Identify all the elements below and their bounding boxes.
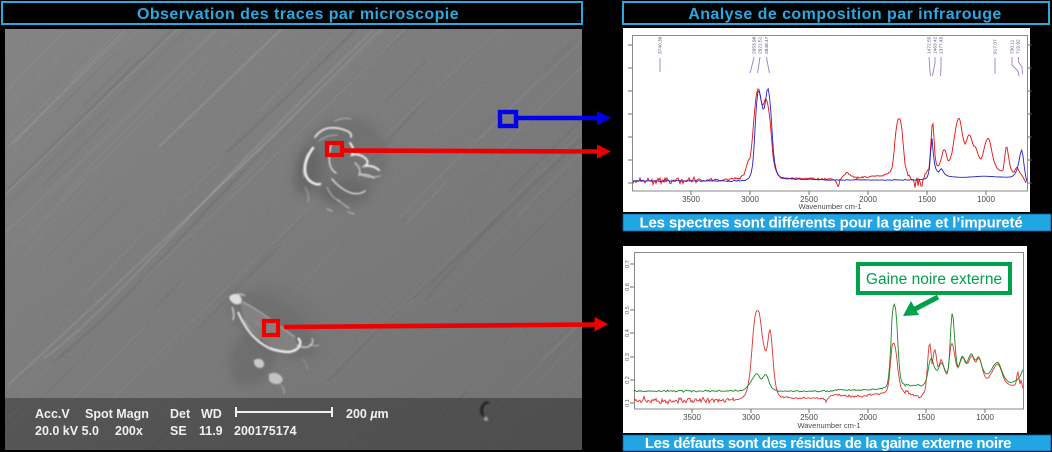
svg-text:Analyse de composition par inf: Analyse de composition par infrarouge	[688, 6, 1002, 23]
svg-text:917.07: 917.07	[993, 39, 999, 54]
svg-text:200175174: 200175174	[234, 424, 297, 438]
svg-text:20.0 kV 5.0: 20.0 kV 5.0	[35, 424, 99, 438]
svg-text:1463.42: 1463.42	[933, 36, 939, 54]
svg-text:1377.45: 1377.45	[939, 36, 945, 54]
svg-text:0.5: 0.5	[625, 306, 631, 314]
svg-text:3500: 3500	[683, 413, 701, 422]
svg-text:0.3: 0.3	[625, 353, 631, 361]
svg-text:0.6: 0.6	[625, 283, 631, 291]
svg-text:730.11: 730.11	[1010, 39, 1016, 54]
svg-text:2921.51: 2921.51	[758, 36, 764, 54]
svg-text:2848.47: 2848.47	[764, 36, 770, 54]
svg-text:2953.98: 2953.98	[752, 36, 758, 54]
svg-text:WD: WD	[201, 407, 222, 421]
svg-text:1500: 1500	[917, 413, 935, 422]
svg-text:3000: 3000	[742, 413, 760, 422]
svg-text:2000: 2000	[859, 195, 877, 204]
svg-text:1000: 1000	[976, 413, 994, 422]
svg-text:200 µm: 200 µm	[346, 407, 389, 421]
svg-text:Wavenumber cm-1: Wavenumber cm-1	[797, 421, 860, 430]
svg-text:2500: 2500	[800, 413, 818, 422]
svg-text:2000: 2000	[859, 413, 877, 422]
svg-text:Wavenumber cm-1: Wavenumber cm-1	[798, 202, 861, 211]
svg-text:Acc.V: Acc.V	[35, 407, 70, 421]
svg-text:1000: 1000	[977, 195, 995, 204]
svg-text:1500: 1500	[918, 195, 936, 204]
svg-text:200x: 200x	[115, 424, 143, 438]
svg-text:Spot Magn: Spot Magn	[85, 407, 149, 421]
svg-text:Observation des traces par mic: Observation des traces par microscopie	[137, 6, 459, 23]
svg-text:0.1: 0.1	[625, 399, 631, 407]
svg-text:11.9: 11.9	[199, 424, 223, 438]
svg-text:2500: 2500	[800, 195, 818, 204]
svg-text:3740.39: 3740.39	[658, 36, 664, 54]
svg-text:3500: 3500	[682, 195, 700, 204]
svg-text:0.4: 0.4	[625, 329, 631, 337]
svg-text:719.92: 719.92	[1016, 39, 1022, 54]
svg-text:Gaine noire externe: Gaine noire externe	[866, 271, 1002, 288]
svg-text:3000: 3000	[741, 195, 759, 204]
svg-text:Les défauts sont des résidus d: Les défauts sont des résidus de la gaine…	[645, 435, 1011, 452]
svg-text:0.7: 0.7	[625, 260, 631, 268]
svg-text:Det: Det	[170, 407, 191, 421]
svg-text:0.2: 0.2	[625, 376, 631, 384]
svg-text:SE: SE	[170, 424, 187, 438]
svg-text:1472.55: 1472.55	[927, 36, 933, 54]
svg-text:Les spectres sont différents p: Les spectres sont différents pour la gai…	[639, 215, 1022, 232]
